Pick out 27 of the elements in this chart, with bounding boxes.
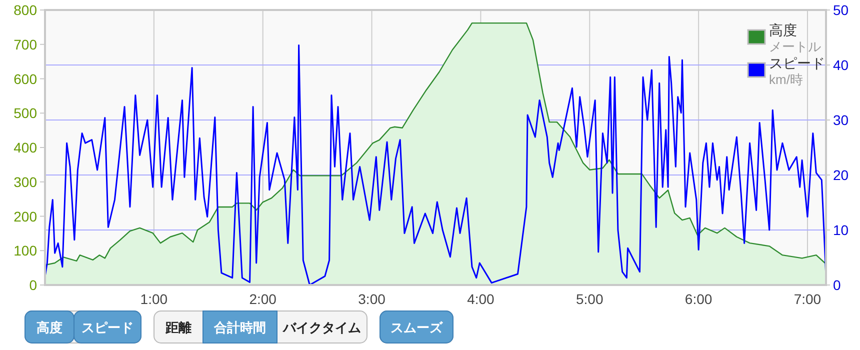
y-tick-label: 200 — [14, 208, 38, 224]
x-tick-label: 4:00 — [467, 291, 495, 307]
x-tick-label: 2:00 — [249, 291, 277, 307]
y2-tick-label: 50 — [833, 2, 849, 18]
y2-tick-label: 20 — [833, 167, 849, 183]
y-tick-label: 100 — [14, 242, 38, 259]
y-tick-label: 0 — [29, 277, 38, 293]
y-tick-label: 700 — [14, 36, 38, 52]
y2-tick-label: 0 — [833, 277, 841, 293]
y-tick-label: 500 — [14, 105, 38, 122]
y-tick-label: 800 — [14, 2, 38, 18]
buttons: 高度 スピード 距離 合計時間 バイクタイム スムーズ — [24, 310, 454, 344]
y2-tick-label: 30 — [833, 112, 849, 128]
y-tick-label: 300 — [14, 174, 38, 190]
y-tick-label: 600 — [14, 70, 38, 87]
x-tick-label: 7:00 — [794, 291, 822, 307]
legend-label: スピード — [769, 55, 825, 71]
y2-tick-label: 10 — [833, 222, 849, 238]
x-tick-label: 3:00 — [358, 291, 386, 307]
x-tick-label: 1:00 — [140, 291, 168, 307]
annotation: メートル — [769, 39, 821, 54]
annotation: km/時 — [769, 72, 803, 87]
y-tick-label: 400 — [14, 140, 38, 156]
x-tick-label: 5:00 — [576, 291, 604, 307]
y2-tick-label: 40 — [833, 57, 849, 73]
x-tick-label: 6:00 — [684, 291, 712, 307]
legend-label: 高度 — [769, 22, 797, 38]
